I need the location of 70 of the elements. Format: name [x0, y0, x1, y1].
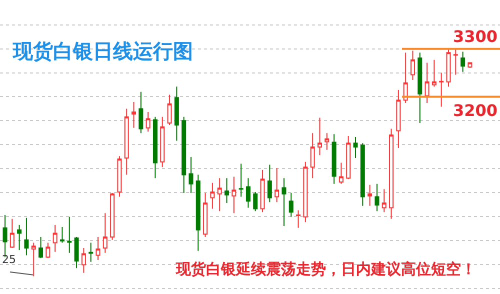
candlestick — [368, 184, 372, 206]
candlestick — [418, 52, 422, 124]
candlestick — [132, 101, 136, 128]
candlestick — [196, 174, 200, 252]
candlestick — [324, 132, 330, 150]
candlestick — [38, 236, 44, 259]
candlestick — [217, 178, 222, 212]
candlestick — [253, 192, 258, 212]
candlestick — [346, 135, 351, 180]
candlestick — [110, 192, 115, 240]
annotation: 现货白银延续震荡走势，日内建议高位短空！ — [175, 260, 476, 278]
candlestick — [174, 86, 179, 142]
candlestick — [282, 178, 286, 227]
candlestick — [460, 51, 466, 72]
candlestick — [410, 50, 415, 80]
candlestick — [468, 62, 472, 68]
candlestick — [188, 156, 194, 194]
candlestick — [146, 112, 150, 132]
candlestick — [332, 134, 336, 184]
ref-line-label: 3300 — [453, 27, 498, 46]
candlestick — [102, 212, 108, 254]
candlestick — [382, 188, 386, 213]
candlestick — [224, 178, 230, 204]
candlestick — [152, 116, 158, 179]
ref-line-label: 3200 — [453, 101, 498, 120]
candlestick — [96, 236, 100, 260]
candlestick — [52, 224, 58, 252]
candlestick — [246, 178, 250, 208]
candlestick — [424, 62, 430, 104]
candlestick — [296, 210, 301, 228]
candlestick — [117, 156, 122, 198]
candlestick — [453, 48, 458, 76]
annotation: 25 — [2, 253, 16, 266]
candlestick — [138, 91, 144, 134]
candlestick — [288, 192, 294, 218]
candlestick — [167, 94, 172, 126]
candlestick — [24, 217, 29, 256]
candlestick — [374, 183, 380, 212]
candlestick — [310, 132, 315, 179]
candlestick — [88, 242, 94, 262]
candlestick — [46, 242, 50, 259]
candlestick — [182, 116, 186, 194]
candlestick — [360, 142, 365, 206]
candlestick — [81, 248, 86, 274]
candlestick — [403, 52, 408, 104]
candlestick — [439, 72, 444, 108]
candlestick — [160, 116, 165, 168]
candlestick — [60, 226, 64, 244]
candlestick — [303, 161, 308, 223]
candlestick — [338, 162, 344, 184]
candlestick — [67, 216, 72, 254]
candlestick — [260, 169, 265, 213]
candlestick — [274, 168, 280, 203]
candlestick — [389, 128, 394, 220]
candlestick — [238, 163, 244, 198]
candlestick — [31, 242, 36, 277]
candlestick — [396, 90, 401, 148]
candlestick — [432, 59, 436, 88]
candlestick — [10, 218, 14, 249]
text: 现货白银日线运行图 — [12, 39, 193, 63]
candlestick — [74, 236, 79, 269]
candlestick — [353, 136, 358, 159]
candlestick — [317, 117, 322, 156]
candlestick — [124, 108, 129, 176]
candlestick — [203, 192, 208, 238]
candlestick — [446, 48, 451, 88]
candlestick — [232, 176, 236, 214]
candlestick — [210, 182, 215, 210]
candlestick — [17, 224, 22, 250]
candlestick — [267, 164, 272, 203]
